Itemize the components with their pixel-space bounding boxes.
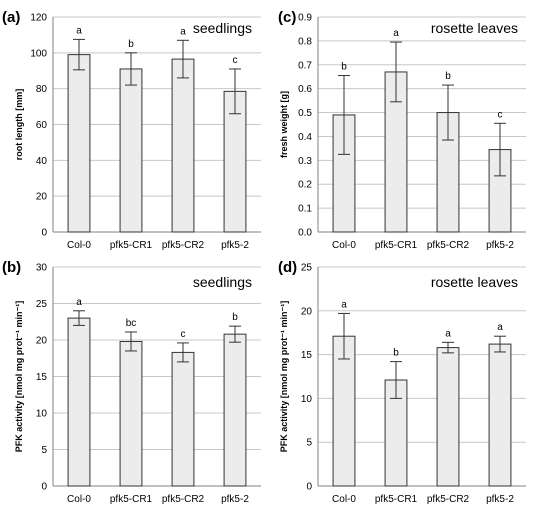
bar: [119, 68, 143, 233]
y-tick-label: 5: [306, 438, 312, 449]
chart-panel-3: 0 5 10 15 20 25 30 a Col-0 bc pfk5-CR1 c pfk5-CR2 b pf…: [2, 259, 261, 505]
bar: [171, 351, 195, 487]
chart-panel-2: 0.0 0.1 0.2 0.3 0.4 0.5 0.6 0.7 0.8 0.9 b Col-0 a pfk…: [278, 9, 526, 251]
panel-letter: (b): [2, 259, 21, 276]
chart-title: rosette leaves: [431, 20, 518, 36]
y-tick-label: 0.6: [298, 84, 312, 95]
x-tick-label: pfk5-CR1: [110, 240, 153, 251]
y-tick-label: 25: [301, 263, 313, 274]
x-tick-label: Col-0: [67, 494, 91, 505]
x-tick-label: pfk5-CR2: [162, 240, 205, 251]
y-tick-label: 0.4: [298, 132, 312, 143]
bar: [67, 317, 91, 487]
y-tick-label: 80: [36, 84, 48, 95]
significance-label: b: [128, 39, 134, 50]
chart-panel-4: 0 5 10 15 20 25 a Col-0 b pfk5-CR1 a pfk5-CR2 a pfk5-…: [278, 259, 526, 505]
significance-label: a: [445, 328, 451, 339]
significance-label: b: [341, 62, 347, 73]
y-tick-label: 0.7: [298, 60, 312, 71]
y-tick-label: 0.3: [298, 156, 312, 167]
y-tick-label: 0: [41, 482, 47, 493]
x-tick-label: pfk5-CR2: [427, 494, 470, 505]
y-axis-label: PFK activity [nmol mg prot⁻¹ min⁻¹]: [14, 301, 24, 453]
x-tick-label: pfk5-CR2: [162, 494, 205, 505]
panel-letter: (a): [2, 9, 20, 26]
bar: [488, 343, 512, 487]
x-tick-label: pfk5-2: [486, 494, 514, 505]
y-tick-label: 10: [36, 409, 48, 420]
bar: [436, 347, 460, 487]
y-tick-label: 20: [36, 192, 48, 203]
x-tick-label: pfk5-CR1: [375, 494, 418, 505]
y-tick-label: 0: [41, 228, 47, 239]
significance-label: a: [180, 26, 186, 37]
y-tick-label: 60: [36, 120, 48, 131]
chart-title: rosette leaves: [431, 274, 518, 290]
bar: [119, 340, 143, 487]
y-tick-label: 0.8: [298, 36, 312, 47]
panel-letter: (c): [278, 9, 296, 26]
significance-label: b: [393, 348, 399, 359]
y-tick-label: 10: [301, 394, 313, 405]
y-tick-label: 120: [30, 13, 47, 24]
y-tick-label: 20: [36, 336, 48, 347]
significance-label: c: [498, 109, 503, 120]
y-tick-label: 25: [36, 299, 48, 310]
significance-label: c: [181, 329, 186, 340]
y-tick-label: 0.2: [298, 180, 312, 191]
significance-label: b: [445, 71, 451, 82]
y-tick-label: 0: [306, 482, 312, 493]
y-tick-label: 40: [36, 156, 48, 167]
significance-label: a: [497, 322, 503, 333]
x-tick-label: pfk5-CR1: [375, 240, 418, 251]
bar: [223, 333, 247, 487]
y-tick-label: 5: [41, 445, 47, 456]
significance-label: a: [76, 25, 82, 36]
x-tick-label: pfk5-2: [221, 494, 249, 505]
x-tick-label: pfk5-2: [486, 240, 514, 251]
x-tick-label: pfk5-CR1: [110, 494, 153, 505]
bar: [171, 58, 195, 233]
panel-letter: (d): [278, 259, 297, 276]
y-tick-label: 15: [301, 350, 313, 361]
bar: [67, 54, 91, 233]
significance-label: a: [393, 28, 399, 39]
significance-label: c: [233, 55, 238, 66]
y-tick-label: 0.0: [298, 228, 312, 239]
x-tick-label: pfk5-CR2: [427, 240, 470, 251]
y-tick-label: 30: [36, 263, 48, 274]
y-axis-label: PFK activity [nmol mg prot⁻¹ min⁻¹]: [279, 301, 289, 453]
y-tick-label: 20: [301, 306, 313, 317]
significance-label: b: [232, 312, 238, 323]
y-axis-label: fresh weight [g]: [279, 91, 289, 158]
y-tick-label: 0.9: [298, 13, 312, 24]
y-tick-label: 0.1: [298, 204, 312, 215]
y-tick-label: 100: [30, 48, 47, 59]
chart-title: seedlings: [193, 274, 252, 290]
significance-label: a: [341, 299, 347, 310]
x-tick-label: pfk5-2: [221, 240, 249, 251]
y-axis-label: root length [mm]: [14, 89, 24, 161]
x-tick-label: Col-0: [332, 240, 356, 251]
y-tick-label: 0.5: [298, 108, 312, 119]
x-tick-label: Col-0: [332, 494, 356, 505]
significance-label: a: [76, 297, 82, 308]
y-tick-label: 15: [36, 372, 48, 383]
x-tick-label: Col-0: [67, 240, 91, 251]
significance-label: bc: [126, 318, 137, 329]
chart-title: seedlings: [193, 20, 252, 36]
chart-panel-1: 0 20 40 60 80 100 120 a Col-0 b pfk5-CR1 a pfk5-CR2 c…: [2, 9, 261, 251]
